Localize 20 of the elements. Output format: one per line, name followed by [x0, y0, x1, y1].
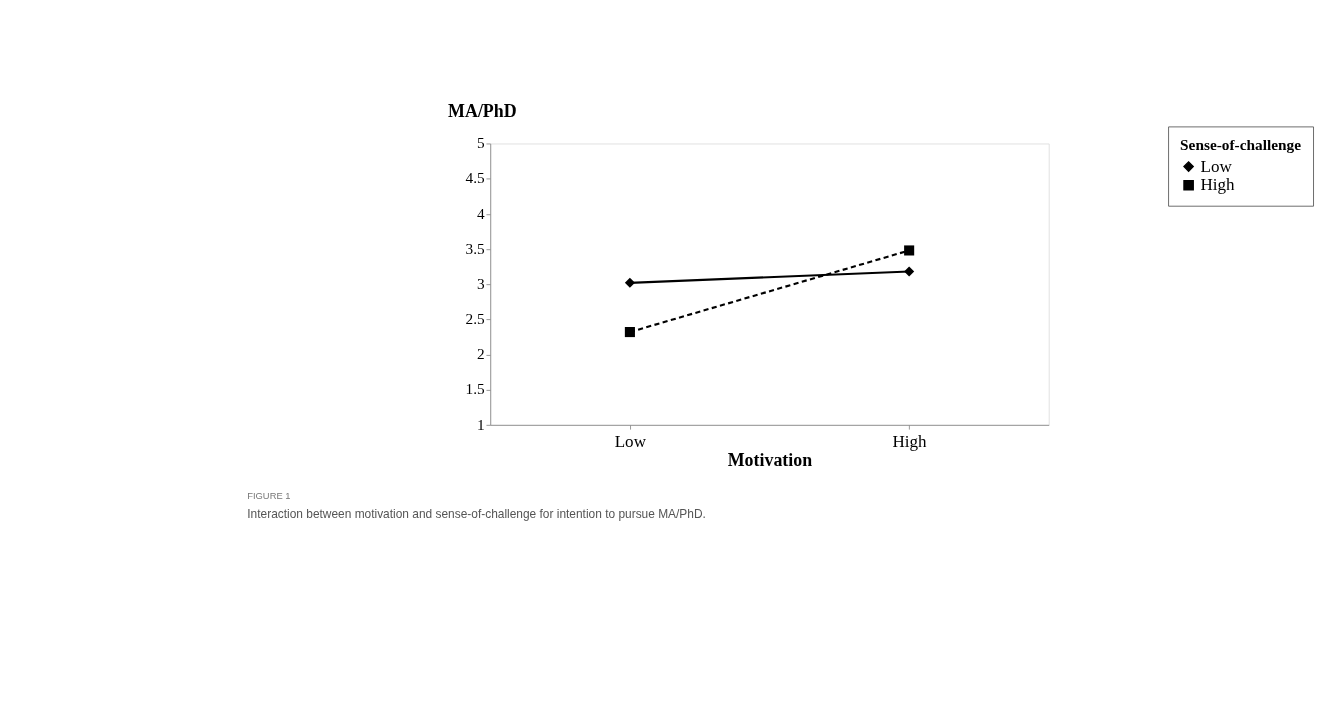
point [624, 327, 635, 338]
text: Interaction between motivation and sense-of-challenge for intention to pursue MA/PhD. [247, 506, 706, 521]
point [904, 266, 915, 277]
y-axis-title: MA/PhD [448, 100, 517, 121]
y-tick-label: 4.5 [465, 169, 486, 187]
y-tick-label: 2 [477, 345, 485, 363]
point [904, 245, 915, 256]
legend-label: High [1200, 175, 1236, 195]
caption: FIGURE 1 [247, 491, 291, 502]
y-tick-label: 2.5 [465, 310, 486, 328]
y-tick-label: 3.5 [465, 239, 486, 257]
y-tick-label: 5 [477, 134, 486, 152]
y-tick-label: 1 [477, 415, 485, 433]
point [624, 277, 635, 288]
legend-title: Sense-of-challenge [1180, 136, 1302, 154]
y-tick-label: 4 [477, 204, 486, 222]
y-tick-label: 3 [477, 274, 486, 292]
x-axis-title: Motivation [727, 450, 813, 471]
y-tick-label: 1.5 [465, 380, 486, 398]
legend-label: Low [1200, 156, 1233, 176]
